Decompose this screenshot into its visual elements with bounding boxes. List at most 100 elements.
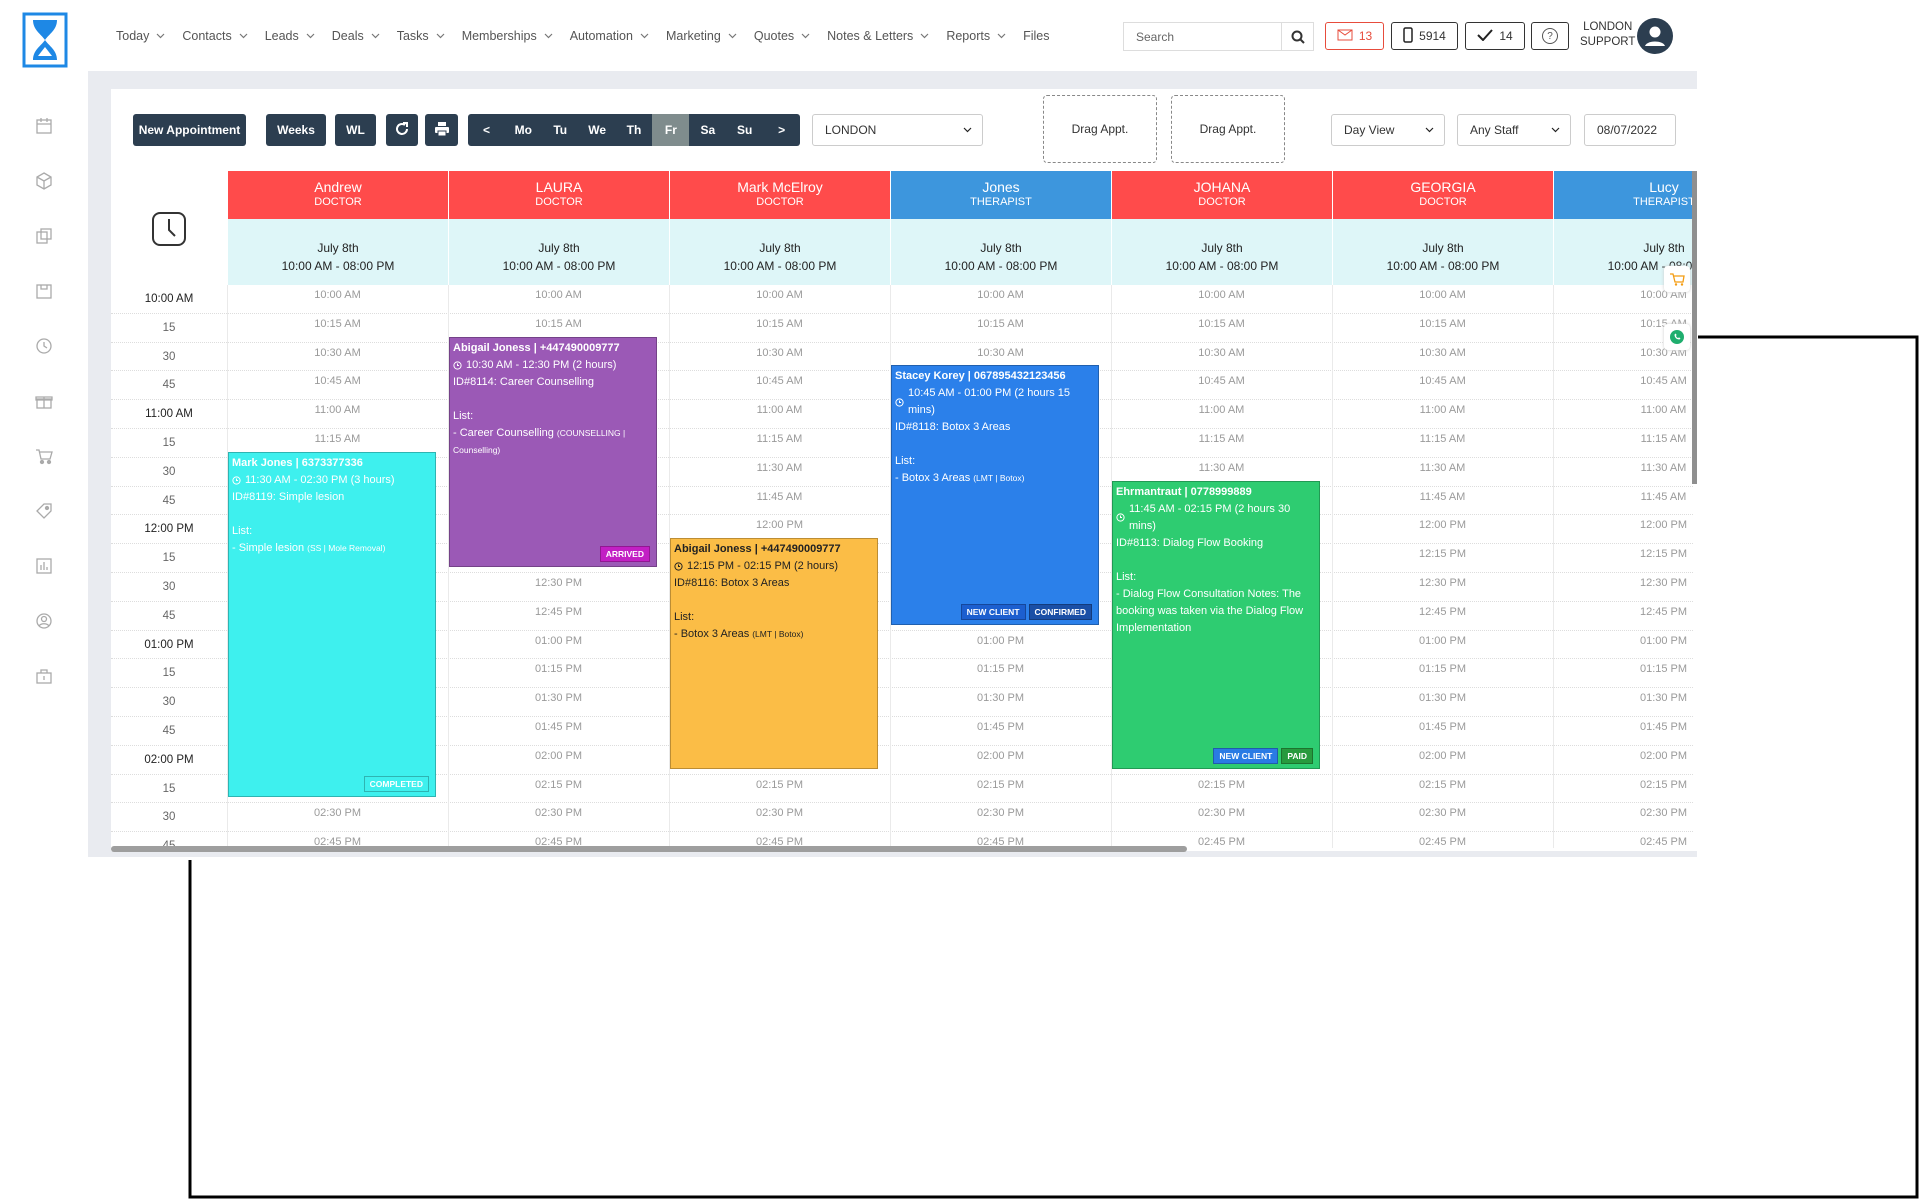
slot-label[interactable]: 11:45 AM <box>1640 490 1687 503</box>
slot-label[interactable]: 02:15 PM <box>1639 778 1688 791</box>
slot-label[interactable]: 01:30 PM <box>1639 692 1688 705</box>
nav-item[interactable]: Memberships <box>462 29 553 43</box>
slot-label[interactable]: 10:30 AM <box>1198 346 1245 359</box>
refresh-button[interactable] <box>386 114 418 146</box>
drag-slot[interactable]: Drag Appt. <box>1043 95 1157 163</box>
slot-label[interactable]: 10:00 AM <box>977 289 1024 301</box>
staff-header[interactable]: LAURA DOCTOR <box>448 171 669 219</box>
phone-badge[interactable]: 5914 <box>1391 22 1458 50</box>
slot-label[interactable]: 02:30 PM <box>1639 807 1688 820</box>
slot-label[interactable]: 11:00 AM <box>314 404 361 417</box>
staff-header[interactable]: Mark McElroy DOCTOR <box>669 171 890 219</box>
slot-label[interactable]: 11:30 AM <box>1640 461 1687 474</box>
slot-label[interactable]: 01:00 PM <box>976 634 1025 647</box>
slot-label[interactable]: 10:00 AM <box>756 289 803 301</box>
slot-label[interactable]: 11:15 AM <box>1640 433 1687 445</box>
nav-item[interactable]: Files <box>1023 29 1049 43</box>
slot-label[interactable]: 01:30 PM <box>1418 692 1467 705</box>
slot-label[interactable]: 02:30 PM <box>1418 807 1467 820</box>
nav-item[interactable]: Marketing <box>666 29 737 43</box>
slot-label[interactable]: 10:15 AM <box>756 317 803 330</box>
slot-label[interactable]: 01:15 PM <box>1418 663 1467 676</box>
slot-label[interactable]: 02:30 PM <box>1197 807 1246 820</box>
wl-button[interactable]: WL <box>335 114 376 146</box>
slot-label[interactable]: 10:00 AM <box>1419 289 1466 301</box>
print-button[interactable] <box>425 114 458 146</box>
staff-header[interactable]: GEORGIA DOCTOR <box>1332 171 1553 219</box>
nav-item[interactable]: Automation <box>570 29 649 43</box>
slot-label[interactable]: 01:00 PM <box>1639 634 1688 647</box>
slot-label[interactable]: 10:15 AM <box>977 317 1024 330</box>
slot-label[interactable]: 11:00 AM <box>756 404 803 417</box>
slot-label[interactable]: 10:00 AM <box>314 289 361 301</box>
slot-label[interactable]: 12:30 PM <box>1639 577 1688 589</box>
slot-label[interactable]: 10:45 AM <box>756 375 803 388</box>
slot-label[interactable]: 02:15 PM <box>1418 778 1467 791</box>
slot-label[interactable]: 12:00 PM <box>755 519 804 532</box>
slot-label[interactable]: 02:15 PM <box>1197 778 1246 791</box>
slot-label[interactable]: 01:30 PM <box>976 692 1025 705</box>
date-input[interactable]: 08/07/2022 <box>1584 114 1676 146</box>
slot-label[interactable]: 02:00 PM <box>976 749 1025 762</box>
slot-label[interactable]: 12:45 PM <box>1639 605 1688 618</box>
staff-header[interactable]: Jones THERAPIST <box>890 171 1111 219</box>
slot-label[interactable]: 10:45 AM <box>1198 375 1245 388</box>
weeks-button[interactable]: Weeks <box>266 114 326 146</box>
slot-label[interactable]: 02:45 PM <box>1418 836 1467 848</box>
slot-label[interactable]: 02:30 PM <box>534 807 583 820</box>
day-button[interactable]: Tu <box>553 123 568 137</box>
search-box[interactable]: Search <box>1123 22 1314 51</box>
day-button[interactable]: > <box>778 123 786 137</box>
slot-label[interactable]: 10:00 AM <box>535 289 582 301</box>
slot-label[interactable]: 10:45 AM <box>314 375 361 388</box>
mail-badge[interactable]: 13 <box>1325 22 1384 50</box>
slot-label[interactable]: 10:30 AM <box>314 346 361 359</box>
day-button[interactable]: < <box>482 123 490 137</box>
slot-label[interactable]: 10:45 AM <box>1640 375 1687 388</box>
slot-label[interactable]: 01:45 PM <box>1639 721 1688 733</box>
nav-item[interactable]: Deals <box>332 29 380 43</box>
slot-label[interactable]: 11:00 AM <box>1640 404 1687 417</box>
slot-label[interactable]: 11:15 AM <box>1198 433 1245 445</box>
slot-label[interactable]: 02:00 PM <box>534 749 583 762</box>
slot-label[interactable]: 11:30 AM <box>1198 461 1245 474</box>
slot-label[interactable]: 10:15 AM <box>314 317 361 330</box>
help-badge[interactable]: ? <box>1531 22 1569 50</box>
slot-label[interactable]: 02:00 PM <box>1418 749 1467 762</box>
slot-label[interactable]: 10:15 AM <box>535 317 582 330</box>
appointment[interactable]: Abigail Joness | +447490009777 12:15 PM -… <box>670 538 878 769</box>
slot-label[interactable]: 11:15 AM <box>756 433 803 445</box>
slot-label[interactable]: 10:30 AM <box>977 346 1024 359</box>
view-select[interactable]: Day View <box>1331 114 1445 146</box>
slot-label[interactable]: 11:45 AM <box>1419 490 1466 503</box>
location-select[interactable]: LONDON <box>812 114 983 146</box>
slot-label[interactable]: 11:45 AM <box>756 490 803 503</box>
day-button[interactable]: We <box>588 123 607 137</box>
slot-label[interactable]: 01:00 PM <box>1418 634 1467 647</box>
staff-header[interactable]: Andrew DOCTOR <box>227 171 448 219</box>
slot-label[interactable]: 02:00 PM <box>1639 749 1688 762</box>
slot-label[interactable]: 01:45 PM <box>976 721 1025 733</box>
slot-label[interactable]: 11:15 AM <box>1419 433 1466 445</box>
slot-label[interactable]: 02:30 PM <box>755 807 804 820</box>
day-button[interactable]: Fr <box>652 114 690 146</box>
slot-label[interactable]: 02:15 PM <box>755 778 804 791</box>
slot-label[interactable]: 11:00 AM <box>1419 404 1466 417</box>
slot-label[interactable]: 02:15 PM <box>534 778 583 791</box>
day-button[interactable]: Su <box>737 123 753 137</box>
slot-label[interactable]: 10:15 AM <box>1198 317 1245 330</box>
slot-label[interactable]: 12:45 PM <box>534 605 583 618</box>
slot-label[interactable]: 12:30 PM <box>1418 577 1467 589</box>
new-appointment-button[interactable]: New Appointment <box>133 114 246 146</box>
appointment[interactable]: Ehrmantraut | 0778999889 11:45 AM - 02:15… <box>1112 480 1320 769</box>
slot-label[interactable]: 02:30 PM <box>313 807 362 820</box>
nav-item[interactable]: Reports <box>946 29 1006 43</box>
slot-label[interactable]: 01:45 PM <box>1418 721 1467 733</box>
tasks-badge[interactable]: 14 <box>1465 22 1525 50</box>
staff-header[interactable]: JOHANA DOCTOR <box>1111 171 1332 219</box>
nav-item[interactable]: Leads <box>265 29 315 43</box>
slot-label[interactable]: 12:30 PM <box>534 577 583 589</box>
appointment[interactable]: Mark Jones | 6373377336 11:30 AM - 02:30 … <box>228 451 436 798</box>
slot-label[interactable]: 11:30 AM <box>756 461 803 474</box>
nav-item[interactable]: Today <box>116 29 165 43</box>
